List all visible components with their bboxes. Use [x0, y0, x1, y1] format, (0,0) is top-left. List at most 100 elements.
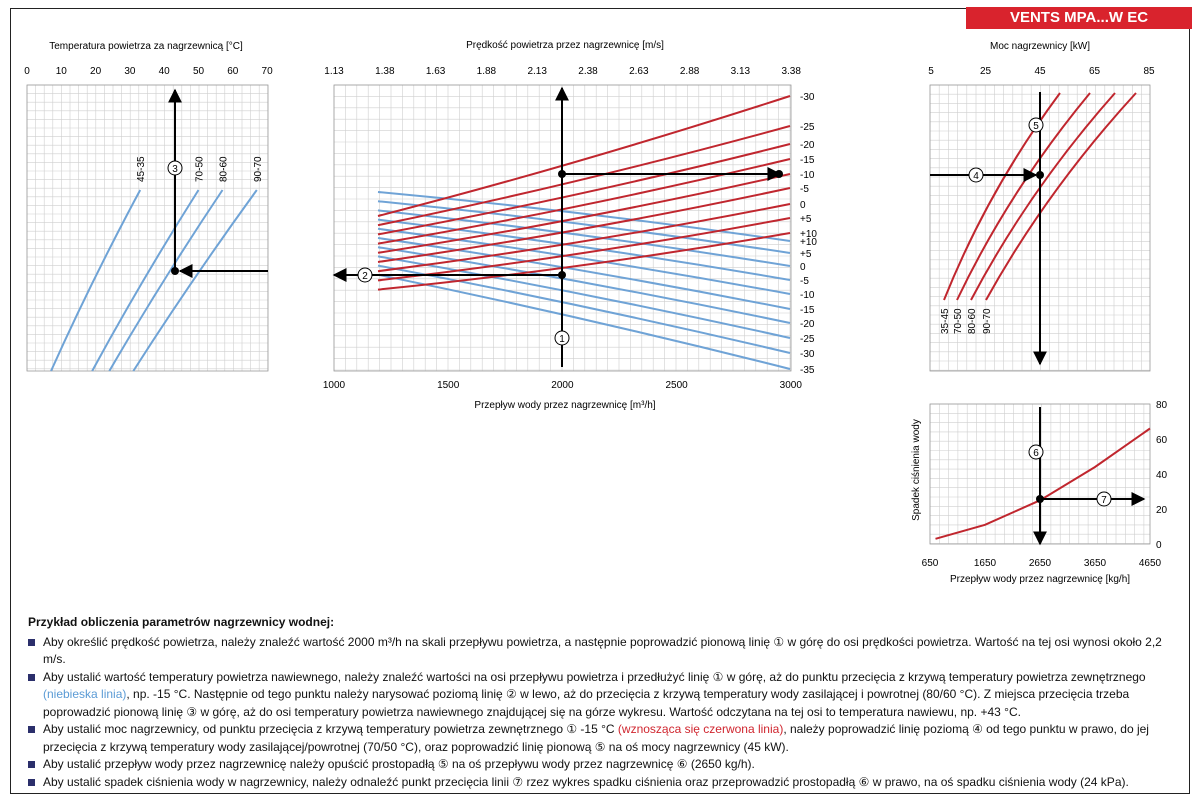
power-tick: 5: [928, 66, 934, 77]
pressure-xlabel: Przepływ wody przez nagrzewnicę [kg/h]: [950, 574, 1130, 585]
blue-line: [377, 273, 791, 370]
pressure-dot: [1036, 495, 1044, 503]
blue-line-label: -10: [800, 290, 815, 301]
marker2-circle: [357, 267, 373, 283]
air-temp-tick: 20: [90, 66, 102, 77]
power-tick: 65: [1089, 66, 1101, 77]
marker1-circle: [554, 330, 570, 346]
pressure-x-tick: 2650: [1029, 558, 1052, 569]
air-temp-curve-label: 80-60: [219, 156, 230, 182]
air-temp-tick: 50: [193, 66, 205, 77]
blue-line-label: -15: [800, 305, 815, 316]
pressure-ylabel: Spadek ciśnienia wody: [911, 419, 922, 521]
air-velocity-line-labels: -30-25-20-15-10-50+5+10+10+50-5-10-15-20…: [800, 92, 817, 376]
power-curve: [956, 92, 1091, 301]
marker5-label: 5: [1033, 121, 1039, 132]
air-temp-tick: 70: [262, 66, 274, 77]
red-line-label: -10: [800, 170, 815, 181]
marker6-label: 6: [1033, 448, 1039, 459]
example-title: Przykład obliczenia parametrów nagrzewni…: [28, 615, 335, 629]
red-line: [377, 187, 791, 263]
bullet-square-icon: [28, 638, 35, 646]
intersection-dot: [171, 267, 179, 275]
pressure-drop-curve: [935, 427, 1151, 540]
red-line-label: -5: [800, 184, 809, 195]
air-temp-curve-label: 45-35: [136, 156, 147, 182]
marker4-label: 4: [973, 171, 979, 182]
blue-line: [377, 255, 791, 339]
air-temp-tick: 60: [227, 66, 239, 77]
red-line: [377, 203, 791, 273]
marker7-label: 7: [1101, 495, 1107, 506]
pressure-x-tick: 4650: [1139, 558, 1162, 569]
marker3-circle: [167, 160, 183, 176]
bullet-square-icon: [28, 673, 35, 681]
blue-line: [377, 200, 791, 254]
red-line: [377, 158, 791, 245]
blue-line-label: +5: [800, 249, 812, 260]
pressure-y-tick: 20: [1156, 505, 1168, 516]
pressure-drop-chart: Spadek ciśnienia wody Przepływ wody prze…: [911, 400, 1168, 585]
velocity-tick: 2.38: [578, 66, 598, 77]
air-temp-curve: [108, 189, 224, 372]
pressure-x-tick: 1650: [974, 558, 997, 569]
power-dot: [1036, 171, 1044, 179]
nomogram-charts: Temperatura powietrza za nagrzewnicą [°C…: [24, 40, 1168, 585]
velocity-tick: 2.63: [629, 66, 649, 77]
power-curve: [970, 92, 1116, 301]
red-line-label: +10: [800, 229, 817, 240]
air-velocity-title: Prędkość powietrza przez nagrzewnicę [m/…: [466, 40, 664, 51]
heater-power-chart: Moc nagrzewnicy [kW] 5 25 45 65 85 35-45 70-5…: [928, 41, 1155, 372]
power-curve: [943, 92, 1061, 301]
air-temp-title: Temperatura powietrza za nagrzewnicą [°C…: [49, 41, 243, 52]
power-curve-label: 35-45: [940, 308, 951, 334]
brand-badge: VENTS MPA...W EC: [966, 7, 1192, 29]
air-temp-grid: [26, 84, 269, 372]
blue-line: [377, 237, 791, 310]
power-curve-label: 80-60: [967, 308, 978, 334]
pressure-y-tick: 60: [1156, 435, 1168, 446]
bullet-square-icon: [28, 761, 35, 768]
velocity-tick: 1.63: [426, 66, 446, 77]
pressure-y-tick: 80: [1156, 400, 1168, 411]
flow-tick: 1000: [323, 380, 346, 391]
flow-tick: 1500: [437, 380, 460, 391]
marker7-circle: [1096, 491, 1112, 507]
air-temp-tick: 30: [124, 66, 136, 77]
red-line-label: +5: [800, 214, 812, 225]
blue-line-label: -30: [800, 349, 815, 360]
air-velocity-xlabel: Przepływ wody przez nagrzewnicę [m³/h]: [474, 400, 655, 411]
heater-power-title: Moc nagrzewnicy [kW]: [990, 41, 1090, 52]
red-line: [377, 217, 791, 282]
dot-blue-intersection: [558, 271, 566, 279]
blue-line-label: -35: [800, 365, 815, 376]
blue-line: [377, 246, 791, 324]
flow-tick: 2000: [551, 380, 574, 391]
red-line-label: 0: [800, 200, 806, 211]
marker3-label: 3: [172, 164, 178, 175]
pressure-y-tick: 0: [1156, 540, 1162, 551]
red-line-label: -20: [800, 140, 815, 151]
air-temp-ticks: 0 10 20 30 40 50 60 70: [24, 66, 273, 77]
velocity-tick: 3.13: [731, 66, 751, 77]
flow-tick: 3000: [780, 380, 803, 391]
red-line-label: -15: [800, 155, 815, 166]
red-line-label: -25: [800, 122, 815, 133]
power-tick: 25: [980, 66, 992, 77]
blue-line: [377, 209, 791, 267]
heater-power-ticks: 5 25 45 65 85: [928, 66, 1155, 77]
bullet-square-icon: [28, 778, 35, 786]
velocity-tick: 1.13: [324, 66, 344, 77]
bullet-2: Aby ustalić wartość temperatury powietrz…: [28, 669, 1178, 722]
blue-line: [377, 227, 791, 295]
bullet-5: Aby ustalić spadek ciśnienia wody w nagr…: [28, 774, 1178, 792]
air-temp-tick: 0: [24, 66, 30, 77]
dot-red-intersection: [558, 170, 566, 178]
power-curve-label: 70-50: [953, 308, 964, 334]
flow-tick: 2500: [665, 380, 688, 391]
blue-line: [377, 218, 791, 281]
velocity-tick: 2.88: [680, 66, 700, 77]
air-temp-curve: [50, 189, 142, 372]
page-frame: [10, 8, 1190, 794]
marker4-circle: [968, 167, 984, 183]
